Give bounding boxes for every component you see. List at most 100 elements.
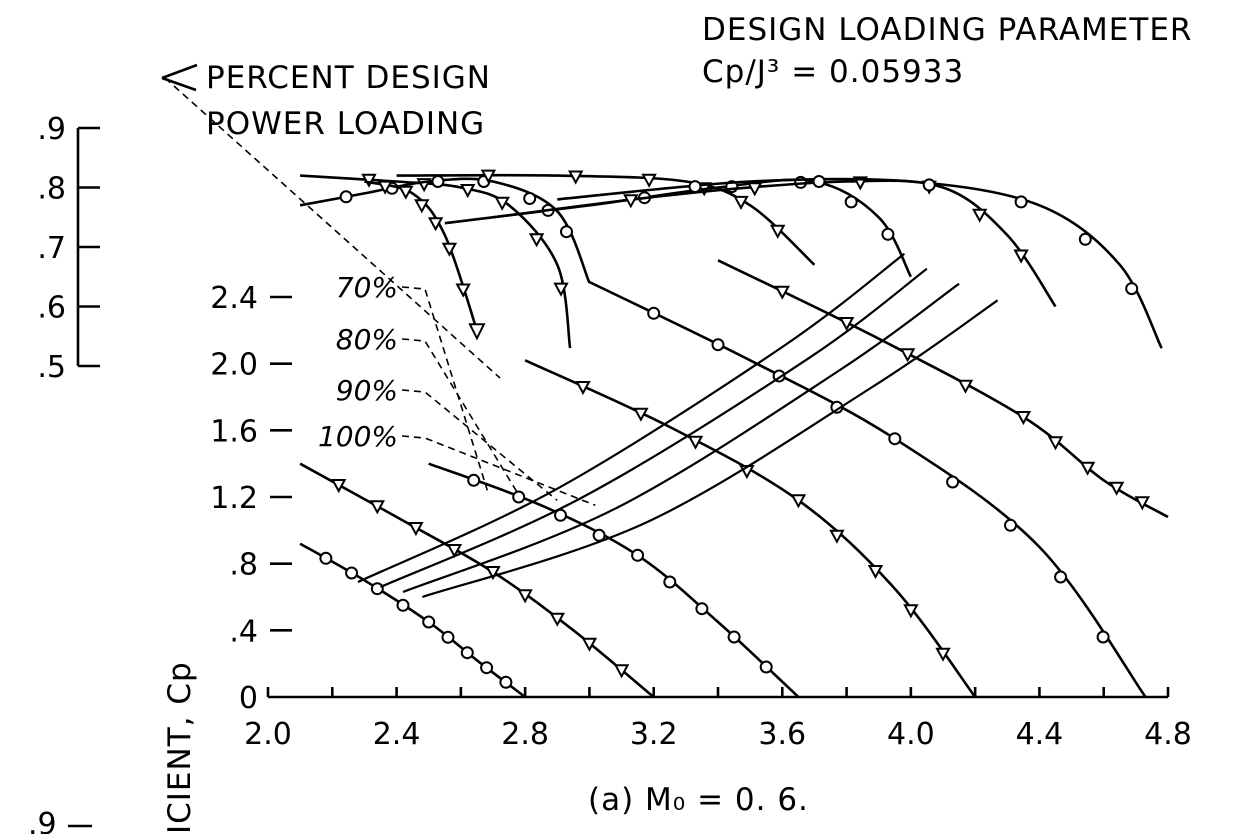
power-curve-1-marker-6 [517,589,533,604]
cp-tick-label-2: .8 [229,548,258,583]
power-curve-0-marker-5 [422,615,436,629]
efficiency-curve-5 [557,177,1163,349]
loading-leader-0 [401,286,489,491]
x-tick-label-1: 2.4 [373,717,421,752]
power-curve-1-marker-4 [446,544,463,559]
eta-tick-label-3: .6 [37,291,66,326]
efficiency-curve-3-marker-6 [881,227,895,241]
efficiency-curves [299,169,1163,349]
efficiency-curve-6-marker-6 [455,283,471,298]
power-curve-2-marker-2 [512,490,526,504]
power-curve-5-marker-6 [1047,436,1064,451]
efficiency-curve-6-marker-4 [427,217,444,232]
efficiency-curve-6-marker-3 [414,199,430,214]
loading-label-0: 70% [336,271,398,304]
power-curve-3-marker-3 [687,435,704,450]
loading-leader-1 [401,338,520,496]
power-curve-2-marker-4 [592,528,606,542]
loading-leader-2 [401,389,558,501]
power-curve-0-marker-3 [370,582,384,596]
efficiency-curve-6-marker-5 [441,242,458,257]
power-curve-5-marker-5 [1015,411,1032,426]
power-curve-1-marker-2 [369,500,385,515]
power-curve-1-marker-8 [581,637,598,652]
eta-tick-label-1: .8 [37,172,66,207]
x-tick-label-4: 3.6 [758,717,806,752]
power-curve-1-marker-7 [549,612,565,627]
cp-tick-label-3: 1.2 [210,481,258,516]
loading-line-0 [357,252,906,583]
efficiency-curve-4-marker-5 [972,208,988,223]
power-curve-5 [717,259,1169,519]
power-curve-2-marker-6 [663,575,677,589]
power-curve-0-marker-1 [319,551,333,565]
efficiency-curve-0-marker-4 [494,196,510,211]
efficiency-curve-4-marker-2 [747,182,763,197]
efficiency-curve-4-marker-6 [1013,249,1029,264]
cp-tick-label-0: 0 [239,681,258,716]
power-curve-4-marker-7 [1004,518,1017,532]
cp-tick-label-6: 2.4 [210,281,258,316]
efficiency-curve-1-marker-3 [431,175,445,188]
loading-line-2 [402,282,960,594]
power-curve-3-marker-1 [575,381,591,396]
efficiency-curve-arrow [468,323,486,341]
efficiency-curve-2-marker-5 [733,195,749,210]
annotation-line-2: POWER LOADING [206,106,485,142]
power-curve-3-marker-2 [633,407,649,422]
chart-subtitle: Cp/J³ = 0.05933 [702,54,964,90]
annotation-line-1: PERCENT DESIGN [206,60,491,96]
power-curve-5-marker-2 [838,317,855,332]
x-tick-label-0: 2.0 [244,717,292,752]
efficiency-curve-2-marker-6 [770,224,786,239]
efficiency-curve-5-marker-5 [1078,232,1092,246]
efficiency-curve-1-marker-5 [523,192,537,205]
efficiency-axis: .9 .8 .7 .6 .5 [37,112,100,385]
loading-line-1 [380,267,928,589]
loading-labels: 70% 80% 90% 100% [318,271,596,507]
efficiency-curve-5-marker-6 [1125,282,1139,296]
efficiency-curve-0-marker-5 [528,233,545,248]
x-tick-label-2: 2.8 [501,717,549,752]
power-curve-0-marker-7 [460,646,474,660]
x-tick-label-6: 4.4 [1016,717,1064,752]
x-tick-label-7: 4.8 [1144,717,1192,752]
x-axis: 2.0 2.4 2.8 3.2 3.6 4.0 4.4 4.8 [244,687,1192,752]
power-curve-0-marker-6 [441,630,455,644]
efficiency-curve-5-marker-2 [812,175,826,188]
power-coefficient-axis: 0 .4 .8 1.2 1.6 2.0 2.4 [210,281,292,716]
power-curve-4 [588,280,1147,698]
efficiency-curve-0 [300,174,572,349]
loading-label-1: 80% [336,323,398,356]
cp-tick-label-4: 1.6 [210,414,258,449]
x-tick-label-3: 3.2 [630,717,678,752]
efficiency-curve-1-marker-6 [560,225,573,239]
eta-tick-label-0: .9 [37,112,66,147]
efficiency-curve-5-marker-4 [1014,195,1028,209]
power-curve-5-marker-3 [899,348,916,363]
loading-label-2: 90% [336,374,398,407]
efficiency-curve-5-marker-3 [922,178,936,192]
power-curve-3-marker-6 [829,529,845,544]
power-curve-0-marker-4 [396,598,410,612]
power-curve-4-marker-5 [888,432,902,446]
loading-lines [357,252,999,599]
power-curve-3-marker-9 [935,647,951,662]
power-curve-3-marker-7 [867,565,884,580]
power-curve-3-marker-5 [790,494,807,509]
power-curve-4-marker-1 [647,306,661,320]
power-curve-5-marker-7 [1079,461,1096,476]
eta-tick-label-4: .5 [37,350,66,385]
cp-tick-label-1: .4 [229,614,258,649]
power-curve-1-marker-5 [485,566,501,581]
loading-leader-3 [401,435,596,507]
loading-line-3 [421,299,999,599]
cp-tick-label-5: 2.0 [210,348,258,383]
efficiency-curve-3-marker-5 [844,195,858,209]
efficiency-curve-0-marker-3 [460,184,476,199]
bottom-efficiency-tick: .9 [28,807,57,834]
power-curves [299,259,1169,699]
efficiency-curve-1-marker-1 [339,190,353,204]
efficiency-curve-2-marker-3 [641,173,657,188]
